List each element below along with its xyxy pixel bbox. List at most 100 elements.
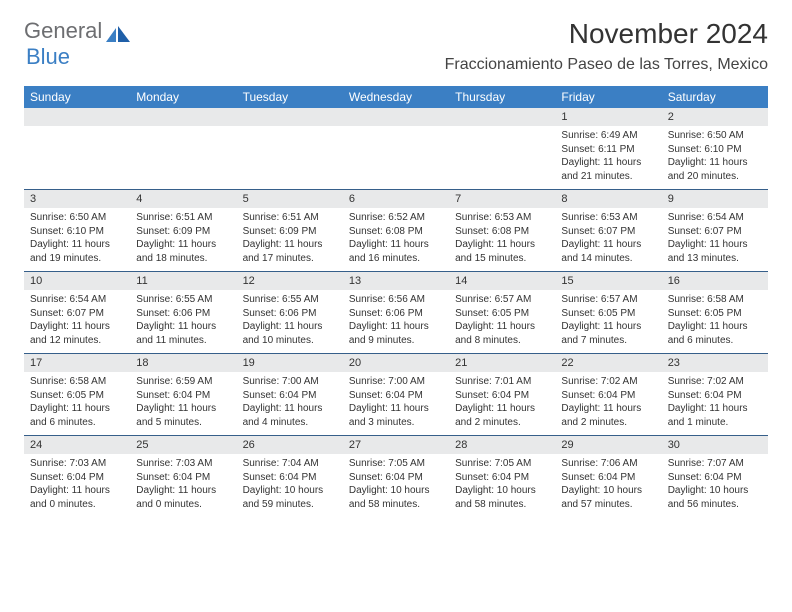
weekday-header: Sunday [24,86,130,108]
title-block: November 2024 Fraccionamiento Paseo de l… [445,18,768,74]
day-cell-body: Sunrise: 7:06 AMSunset: 6:04 PMDaylight:… [555,454,661,517]
day-cell-number: 6 [343,189,449,208]
day-cell-number [24,108,130,126]
day-cell-body: Sunrise: 6:50 AMSunset: 6:10 PMDaylight:… [662,126,768,189]
logo-text-block: General Blue [24,18,132,70]
day-cell-number [237,108,343,126]
day-cell-body: Sunrise: 6:55 AMSunset: 6:06 PMDaylight:… [237,290,343,353]
day-cell-number: 22 [555,353,661,372]
week-body-row: Sunrise: 6:50 AMSunset: 6:10 PMDaylight:… [24,208,768,271]
day-cell-number: 29 [555,435,661,454]
weekday-header: Thursday [449,86,555,108]
header: General Blue November 2024 Fraccionamien… [24,18,768,74]
day-cell-body: Sunrise: 6:54 AMSunset: 6:07 PMDaylight:… [24,290,130,353]
weekday-header: Friday [555,86,661,108]
day-cell-number: 14 [449,271,555,290]
day-cell-body: Sunrise: 7:07 AMSunset: 6:04 PMDaylight:… [662,454,768,517]
day-cell-body: Sunrise: 7:03 AMSunset: 6:04 PMDaylight:… [24,454,130,517]
day-cell-body: Sunrise: 6:54 AMSunset: 6:07 PMDaylight:… [662,208,768,271]
day-cell-body: Sunrise: 7:02 AMSunset: 6:04 PMDaylight:… [662,372,768,435]
week-body-row: Sunrise: 6:58 AMSunset: 6:05 PMDaylight:… [24,372,768,435]
day-cell-body: Sunrise: 6:49 AMSunset: 6:11 PMDaylight:… [555,126,661,189]
week-daynum-row: 3456789 [24,189,768,208]
day-cell-number: 5 [237,189,343,208]
day-cell-number: 13 [343,271,449,290]
day-cell-number: 8 [555,189,661,208]
week-body-row: Sunrise: 6:49 AMSunset: 6:11 PMDaylight:… [24,126,768,189]
day-cell-body: Sunrise: 6:58 AMSunset: 6:05 PMDaylight:… [662,290,768,353]
location-subtitle: Fraccionamiento Paseo de las Torres, Mex… [445,56,768,74]
week-daynum-row: 17181920212223 [24,353,768,372]
day-cell-body: Sunrise: 6:53 AMSunset: 6:07 PMDaylight:… [555,208,661,271]
day-cell-number [130,108,236,126]
weekday-header: Monday [130,86,236,108]
day-cell-body: Sunrise: 7:05 AMSunset: 6:04 PMDaylight:… [343,454,449,517]
day-cell-number: 28 [449,435,555,454]
weekday-header: Saturday [662,86,768,108]
day-cell-number: 16 [662,271,768,290]
day-cell-number: 4 [130,189,236,208]
day-cell-number: 1 [555,108,661,126]
week-body-row: Sunrise: 6:54 AMSunset: 6:07 PMDaylight:… [24,290,768,353]
day-cell-body: Sunrise: 6:53 AMSunset: 6:08 PMDaylight:… [449,208,555,271]
day-cell-number: 15 [555,271,661,290]
calendar-body: 12 Sunrise: 6:49 AMSunset: 6:11 PMDaylig… [24,108,768,517]
week-body-row: Sunrise: 7:03 AMSunset: 6:04 PMDaylight:… [24,454,768,517]
calendar-table: SundayMondayTuesdayWednesdayThursdayFrid… [24,86,768,517]
day-cell-number: 10 [24,271,130,290]
day-cell-body: Sunrise: 6:59 AMSunset: 6:04 PMDaylight:… [130,372,236,435]
day-cell-body: Sunrise: 7:00 AMSunset: 6:04 PMDaylight:… [237,372,343,435]
day-cell-number: 21 [449,353,555,372]
day-cell-body [24,126,130,189]
brand-logo: General Blue [24,18,132,70]
day-cell-number: 24 [24,435,130,454]
day-cell-body: Sunrise: 7:03 AMSunset: 6:04 PMDaylight:… [130,454,236,517]
day-cell-number: 20 [343,353,449,372]
logo-word-blue: Blue [26,44,70,69]
day-cell-number: 7 [449,189,555,208]
calendar-page: General Blue November 2024 Fraccionamien… [0,0,792,535]
day-cell-number [449,108,555,126]
day-cell-number: 27 [343,435,449,454]
day-cell-number: 18 [130,353,236,372]
day-cell-number: 9 [662,189,768,208]
logo-sails-icon [106,26,132,42]
day-cell-body: Sunrise: 6:55 AMSunset: 6:06 PMDaylight:… [130,290,236,353]
day-cell-body: Sunrise: 6:52 AMSunset: 6:08 PMDaylight:… [343,208,449,271]
day-cell-body: Sunrise: 7:01 AMSunset: 6:04 PMDaylight:… [449,372,555,435]
day-cell-number: 19 [237,353,343,372]
day-cell-body [130,126,236,189]
day-cell-number: 17 [24,353,130,372]
day-cell-number: 25 [130,435,236,454]
day-cell-number: 30 [662,435,768,454]
day-cell-body: Sunrise: 6:51 AMSunset: 6:09 PMDaylight:… [130,208,236,271]
day-cell-body: Sunrise: 6:57 AMSunset: 6:05 PMDaylight:… [555,290,661,353]
day-cell-number: 11 [130,271,236,290]
day-cell-body: Sunrise: 6:50 AMSunset: 6:10 PMDaylight:… [24,208,130,271]
day-cell-body: Sunrise: 7:02 AMSunset: 6:04 PMDaylight:… [555,372,661,435]
day-cell-body: Sunrise: 6:51 AMSunset: 6:09 PMDaylight:… [237,208,343,271]
day-cell-body: Sunrise: 7:04 AMSunset: 6:04 PMDaylight:… [237,454,343,517]
month-title: November 2024 [445,18,768,50]
day-cell-body: Sunrise: 7:05 AMSunset: 6:04 PMDaylight:… [449,454,555,517]
logo-word-gray: General [24,18,102,43]
week-daynum-row: 12 [24,108,768,126]
weekday-header: Wednesday [343,86,449,108]
week-daynum-row: 10111213141516 [24,271,768,290]
weekday-header-row: SundayMondayTuesdayWednesdayThursdayFrid… [24,86,768,108]
day-cell-body [449,126,555,189]
day-cell-number: 2 [662,108,768,126]
day-cell-number: 26 [237,435,343,454]
weekday-header: Tuesday [237,86,343,108]
day-cell-body [343,126,449,189]
day-cell-body: Sunrise: 6:56 AMSunset: 6:06 PMDaylight:… [343,290,449,353]
day-cell-body: Sunrise: 7:00 AMSunset: 6:04 PMDaylight:… [343,372,449,435]
day-cell-body [237,126,343,189]
day-cell-number: 23 [662,353,768,372]
day-cell-number: 3 [24,189,130,208]
day-cell-number: 12 [237,271,343,290]
day-cell-number [343,108,449,126]
day-cell-body: Sunrise: 6:58 AMSunset: 6:05 PMDaylight:… [24,372,130,435]
week-daynum-row: 24252627282930 [24,435,768,454]
day-cell-body: Sunrise: 6:57 AMSunset: 6:05 PMDaylight:… [449,290,555,353]
